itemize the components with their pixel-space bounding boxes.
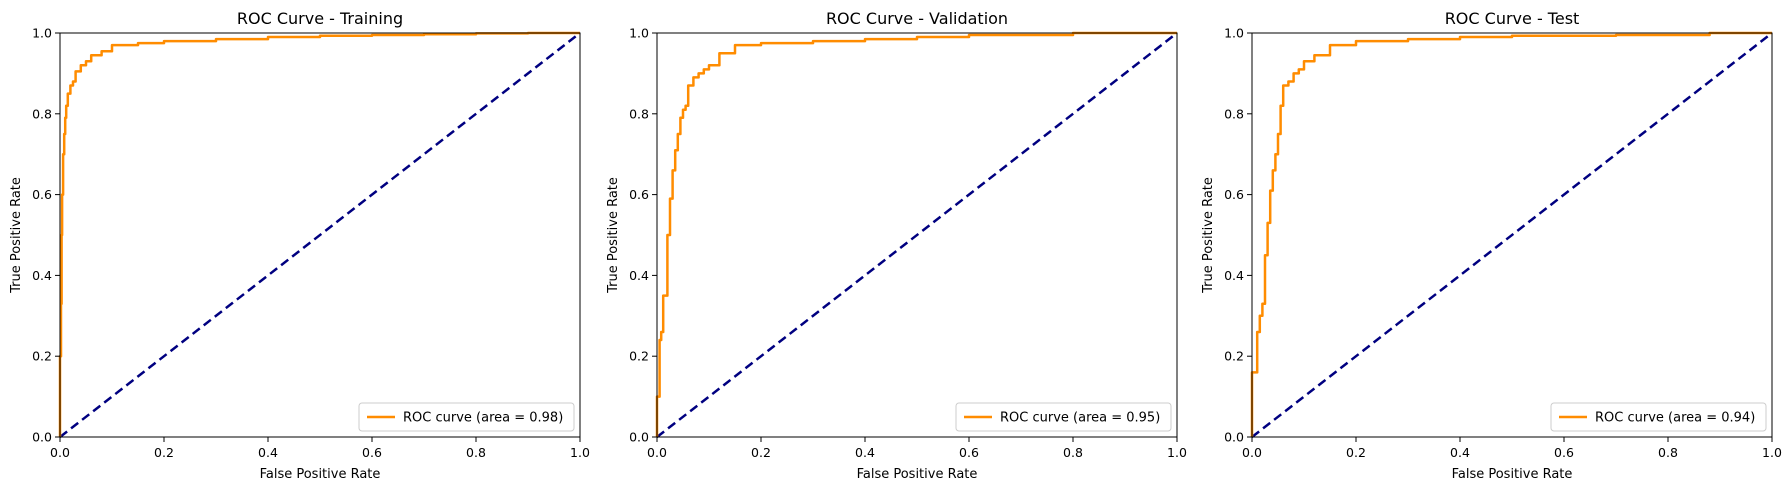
- x-tick-label: 0.0: [647, 445, 667, 460]
- plot-frame: [59, 32, 581, 438]
- y-axis-label: True Positive Rate: [606, 177, 621, 294]
- chart-panel-3: ROC Curve - Test 0.0 0.2 0.4 0.6 0.8 1.0 0.0 0.2…: [1201, 9, 1782, 482]
- diagonal-reference-line: [59, 32, 581, 438]
- chart-panel-1: ROC Curve - Training 0.0 0.2 0.4 0.6 0.8 1.0 0.…: [9, 9, 590, 482]
- y-tick-label: 0.6: [629, 187, 649, 202]
- x-axis-label: False Positive Rate: [260, 467, 381, 482]
- x-tick-label: 0.4: [1450, 445, 1470, 460]
- chart-panel-2: ROC Curve - Validation 0.0 0.2 0.4 0.6 0.8 1.0…: [606, 9, 1187, 482]
- plot-frame: [1251, 32, 1773, 438]
- diagonal-reference-line: [656, 32, 1178, 438]
- chart-title: ROC Curve - Test: [1445, 9, 1580, 28]
- y-tick-label: 0.8: [32, 106, 52, 121]
- y-tick-label: 0.8: [1224, 106, 1244, 121]
- x-tick-label: 1.0: [570, 445, 590, 460]
- x-tick-label: 0.0: [50, 445, 70, 460]
- x-tick-label: 1.0: [1762, 445, 1782, 460]
- x-tick-label: 0.0: [1242, 445, 1262, 460]
- y-tick-label: 1.0: [1224, 26, 1244, 41]
- legend-label: ROC curve (area = 0.94): [1595, 411, 1755, 426]
- y-tick-label: 0.0: [629, 430, 649, 445]
- x-tick-label: 1.0: [1167, 445, 1187, 460]
- roc-curve-line: [655, 31, 1177, 437]
- legend-box: [358, 402, 575, 432]
- legend-label: ROC curve (area = 0.95): [1000, 411, 1160, 426]
- y-tick-label: 0.6: [1224, 187, 1244, 202]
- y-tick-label: 0.4: [629, 268, 649, 283]
- x-tick-label: 0.6: [362, 445, 382, 460]
- y-tick-label: 0.6: [32, 187, 52, 202]
- y-tick-label: 1.0: [629, 26, 649, 41]
- y-axis-label: True Positive Rate: [1201, 177, 1216, 294]
- y-tick-label: 0.2: [32, 349, 52, 364]
- x-tick-label: 0.6: [1554, 445, 1574, 460]
- x-tick-label: 0.6: [959, 445, 979, 460]
- roc-curve-line: [1250, 31, 1772, 437]
- x-axis-label: False Positive Rate: [857, 467, 978, 482]
- x-tick-label: 0.8: [1063, 445, 1083, 460]
- x-tick-label: 0.2: [1346, 445, 1366, 460]
- legend-box: [955, 402, 1172, 432]
- y-tick-label: 0.4: [32, 268, 52, 283]
- y-tick-label: 0.2: [629, 349, 649, 364]
- y-tick-label: 0.0: [1224, 430, 1244, 445]
- x-tick-label: 0.2: [751, 445, 771, 460]
- x-axis-label: False Positive Rate: [1452, 467, 1573, 482]
- plot-frame: [656, 32, 1178, 438]
- y-tick-label: 0.2: [1224, 349, 1244, 364]
- x-tick-label: 0.4: [258, 445, 278, 460]
- y-tick-label: 0.4: [1224, 268, 1244, 283]
- legend: ROC curve (area = 0.94): [1550, 402, 1767, 432]
- x-tick-label: 0.4: [855, 445, 875, 460]
- y-tick-label: 0.8: [629, 106, 649, 121]
- chart-title: ROC Curve - Validation: [826, 9, 1008, 28]
- roc-curve-line: [58, 31, 580, 437]
- y-tick-label: 0.0: [32, 430, 52, 445]
- x-tick-label: 0.2: [154, 445, 174, 460]
- legend-box: [1550, 402, 1767, 432]
- diagonal-reference-line: [1251, 32, 1773, 438]
- chart-title: ROC Curve - Training: [237, 9, 403, 28]
- x-tick-label: 0.8: [466, 445, 486, 460]
- x-tick-label: 0.8: [1658, 445, 1678, 460]
- legend-label: ROC curve (area = 0.98): [403, 411, 563, 426]
- legend: ROC curve (area = 0.98): [358, 402, 575, 432]
- legend: ROC curve (area = 0.95): [955, 402, 1172, 432]
- y-axis-label: True Positive Rate: [9, 177, 24, 294]
- y-tick-label: 1.0: [32, 26, 52, 41]
